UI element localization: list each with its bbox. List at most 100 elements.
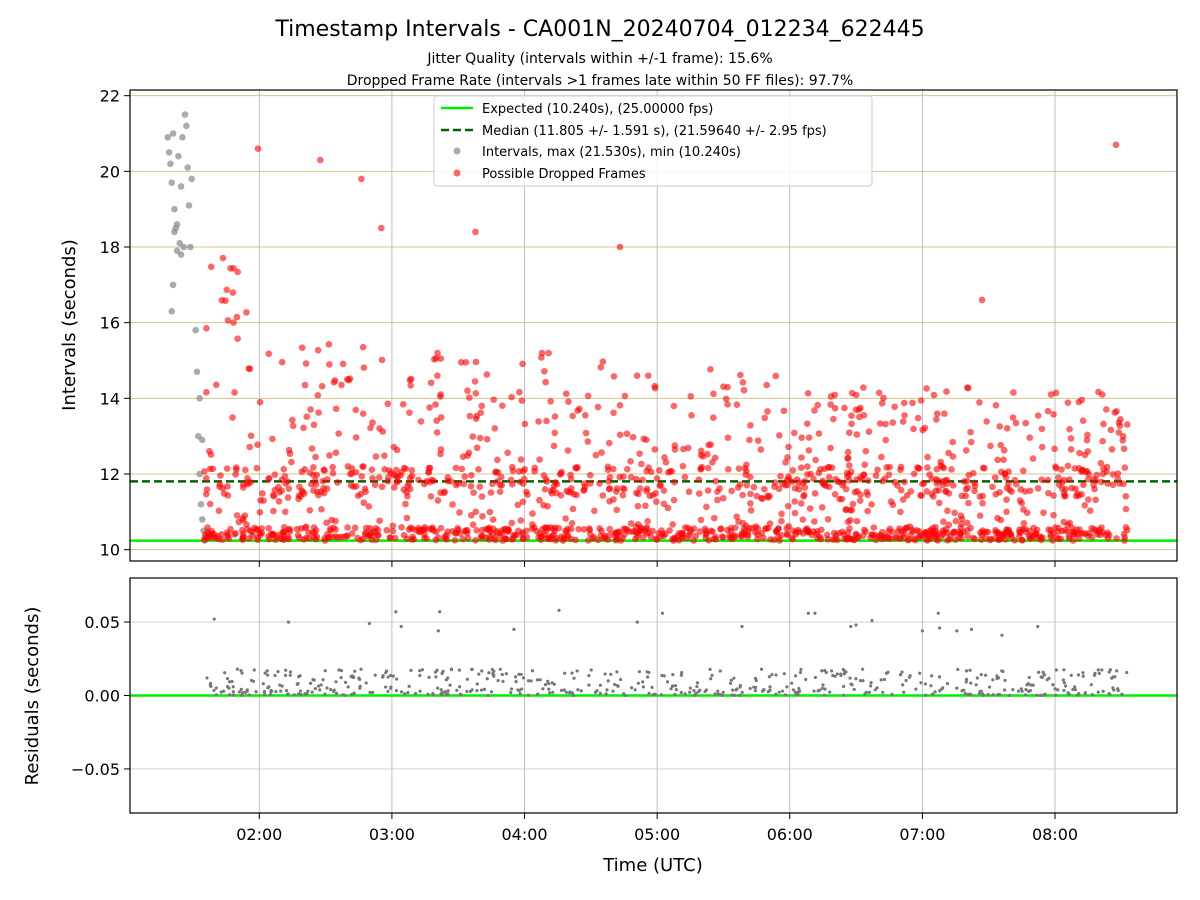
x-axis-label: Time (UTC) bbox=[602, 855, 703, 876]
dropped-frame-point bbox=[704, 464, 712, 472]
dropped-frame-point bbox=[806, 505, 814, 512]
dropped-frame-point bbox=[329, 463, 336, 471]
residual-point bbox=[240, 671, 244, 675]
interval-point bbox=[167, 160, 174, 168]
dropped-frame-point bbox=[567, 525, 575, 533]
dropped-frame-point bbox=[643, 487, 650, 495]
dropped-frame-point bbox=[697, 516, 705, 524]
dropped-frame-point bbox=[352, 468, 360, 476]
residual-point bbox=[1041, 670, 1045, 674]
dropped-frame-point bbox=[784, 502, 792, 510]
dropped-frame-point bbox=[591, 507, 598, 515]
dropped-frame-point bbox=[733, 513, 741, 520]
dropped-frame-point bbox=[367, 424, 374, 432]
residual-point bbox=[806, 611, 810, 615]
dropped-frame-point bbox=[432, 401, 439, 408]
interval-point bbox=[169, 281, 177, 289]
dropped-frame-point bbox=[827, 444, 834, 452]
dropped-frame-point bbox=[1050, 529, 1057, 537]
residual-point bbox=[485, 677, 489, 681]
dropped-frame-point bbox=[1083, 436, 1091, 444]
dropped-frame-point bbox=[651, 446, 659, 453]
dropped-frame-point bbox=[572, 536, 579, 544]
dropped-frame-point bbox=[613, 485, 621, 492]
dropped-frame-point bbox=[248, 528, 256, 536]
intervals-y-tick-label: 22 bbox=[100, 87, 120, 106]
interval-point bbox=[165, 149, 173, 156]
residual-point bbox=[568, 690, 572, 695]
dropped-frame-point bbox=[460, 480, 467, 488]
dropped-frame-point bbox=[437, 355, 445, 362]
dropped-frame-point bbox=[845, 462, 853, 469]
dropped-frame-point bbox=[417, 418, 425, 425]
residual-point bbox=[1007, 693, 1012, 698]
interval-point bbox=[177, 251, 185, 258]
dropped-frame-point bbox=[679, 462, 687, 470]
residual-point bbox=[968, 668, 972, 672]
dropped-frame-point bbox=[710, 414, 717, 421]
residual-point bbox=[1073, 688, 1077, 692]
dropped-frame-point bbox=[497, 473, 505, 481]
dropped-frame-point bbox=[464, 387, 471, 394]
dropped-frame-point bbox=[599, 358, 607, 365]
dropped-frame-point bbox=[215, 507, 223, 515]
residual-point bbox=[279, 689, 283, 693]
dropped-frame-point bbox=[491, 425, 499, 432]
dropped-frame-point bbox=[899, 418, 907, 425]
dropped-frame-point bbox=[307, 406, 314, 413]
dropped-frame-point bbox=[383, 526, 391, 534]
dropped-frame-point bbox=[761, 485, 768, 493]
dropped-frame-point bbox=[598, 449, 605, 456]
dropped-frame-point bbox=[735, 518, 742, 526]
residual-point bbox=[563, 671, 567, 675]
dropped-frame-point bbox=[519, 498, 527, 506]
residual-point bbox=[371, 690, 375, 695]
dropped-frame-point bbox=[1003, 496, 1010, 504]
dropped-frame-point bbox=[616, 431, 624, 439]
dropped-frame-point bbox=[951, 528, 958, 536]
residual-point bbox=[858, 679, 863, 683]
residual-point bbox=[718, 669, 722, 673]
residual-point bbox=[1024, 688, 1028, 692]
dropped-frame-point bbox=[286, 528, 294, 535]
residual-point bbox=[1076, 692, 1080, 697]
dropped-frame-point bbox=[576, 405, 583, 413]
dropped-frame-point bbox=[870, 524, 878, 531]
dropped-frame-point bbox=[562, 515, 569, 522]
dropped-frame-point bbox=[433, 417, 440, 424]
dropped-frame-point bbox=[1076, 449, 1083, 457]
dropped-frame-point bbox=[326, 452, 333, 459]
intervals-y-tick-label: 10 bbox=[100, 541, 120, 560]
residual-point bbox=[841, 667, 845, 672]
dropped-frame-point bbox=[558, 533, 565, 541]
residual-point bbox=[1054, 668, 1058, 672]
residual-point bbox=[981, 693, 986, 697]
dropped-frame-point bbox=[981, 464, 988, 472]
dropped-frame-point bbox=[517, 456, 525, 463]
dropped-frame-point bbox=[605, 439, 613, 447]
residual-point bbox=[662, 674, 666, 678]
residual-point bbox=[919, 681, 923, 685]
residual-point bbox=[335, 691, 339, 695]
dropped-frame-point bbox=[206, 500, 214, 508]
dropped-frame-point bbox=[852, 531, 860, 538]
dropped-frame-point bbox=[843, 506, 850, 513]
dropped-frame-point bbox=[1066, 425, 1073, 433]
dropped-frame-point bbox=[246, 535, 253, 542]
dropped-frame-point bbox=[967, 438, 975, 446]
residual-point bbox=[292, 693, 296, 697]
dropped-frame-point bbox=[901, 412, 908, 419]
dropped-frame-point bbox=[992, 490, 1000, 498]
dropped-frame-point bbox=[479, 526, 486, 534]
dropped-frame-point bbox=[569, 412, 577, 420]
dropped-frame-point bbox=[872, 472, 880, 479]
dropped-frame-point bbox=[427, 379, 435, 387]
residual-point bbox=[1107, 670, 1111, 674]
dropped-frame-point bbox=[760, 534, 767, 542]
residual-point bbox=[587, 683, 591, 687]
residual-point bbox=[1001, 669, 1005, 674]
residual-point bbox=[848, 676, 852, 680]
dropped-frame-point bbox=[284, 478, 291, 485]
dropped-frame-point bbox=[897, 508, 904, 516]
